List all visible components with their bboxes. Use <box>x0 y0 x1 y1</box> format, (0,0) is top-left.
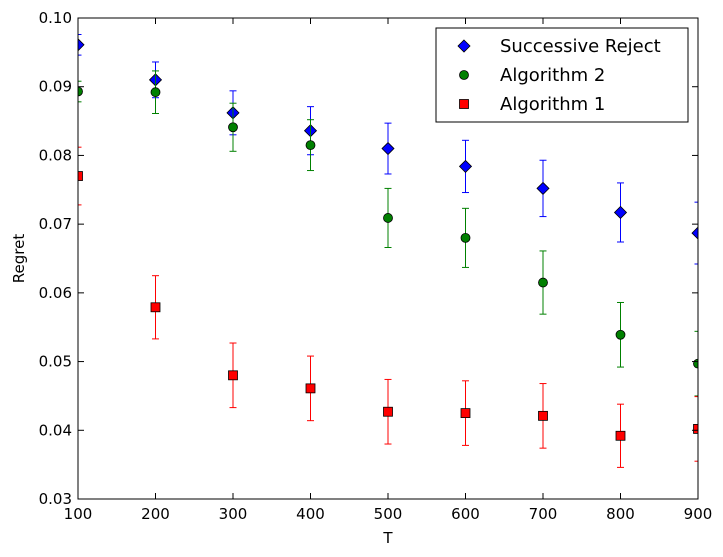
data-point <box>78 171 83 181</box>
data-point <box>78 86 83 97</box>
x-tick-label: 600 <box>451 505 480 523</box>
y-axis-label: Regret <box>10 234 28 284</box>
legend-label: Algorithm 2 <box>500 65 605 86</box>
x-tick-label: 100 <box>64 505 93 523</box>
data-point <box>78 38 85 52</box>
y-tick-label: 0.06 <box>39 284 72 302</box>
data-point <box>460 232 471 243</box>
data-point <box>538 410 548 421</box>
x-axis-label: T <box>382 529 393 547</box>
y-tick-label: 0.05 <box>39 353 72 371</box>
x-tick-label: 400 <box>296 505 325 523</box>
legend-box <box>435 27 689 123</box>
legend-marker <box>457 39 471 53</box>
y-tick-label: 0.07 <box>39 215 72 233</box>
y-tick-label: 0.03 <box>39 490 72 508</box>
y-tick-label: 0.10 <box>39 9 72 27</box>
legend-marker <box>459 70 469 80</box>
series-algorithm-2 <box>78 70 698 397</box>
legend-item: Algorithm 2 <box>459 65 605 86</box>
x-tick-label: 900 <box>684 505 713 523</box>
data-point <box>536 181 550 195</box>
data-point <box>150 87 161 98</box>
data-point <box>228 122 238 133</box>
series-algorithm-1 <box>78 146 698 468</box>
data-point <box>538 277 548 288</box>
data-point <box>305 383 316 394</box>
data-point <box>615 329 626 340</box>
marks-layer <box>78 33 698 468</box>
x-tick-label: 500 <box>374 505 403 523</box>
data-point <box>460 408 471 419</box>
y-tick-label: 0.09 <box>39 78 72 96</box>
x-tick-label: 300 <box>219 505 248 523</box>
data-point <box>613 205 628 220</box>
data-point <box>615 430 626 441</box>
x-tick-label: 800 <box>606 505 635 523</box>
y-tick-label: 0.04 <box>39 421 72 439</box>
legend-item: Successive Reject <box>457 36 661 57</box>
x-tick-label: 200 <box>141 505 170 523</box>
legend: Successive Reject Algorithm 2 Algorithm 1 <box>435 27 689 123</box>
legend-marker <box>459 99 469 109</box>
x-tick-label: 700 <box>529 505 558 523</box>
data-point <box>691 226 698 240</box>
ticks-layer: 100 200 300 400 500 600 700 800 900 0.03 0.04 0.05 0… <box>39 9 713 523</box>
data-point <box>305 140 316 151</box>
data-point <box>458 159 473 173</box>
y-tick-label: 0.08 <box>39 146 72 164</box>
data-point <box>693 424 698 434</box>
legend-label: Algorithm 1 <box>500 94 605 115</box>
legend-item: Algorithm 1 <box>459 94 605 115</box>
data-point <box>381 141 395 156</box>
data-point <box>383 406 393 417</box>
legend-label: Successive Reject <box>500 36 661 57</box>
data-point <box>383 213 393 223</box>
data-point <box>228 370 238 381</box>
data-point <box>150 302 161 313</box>
